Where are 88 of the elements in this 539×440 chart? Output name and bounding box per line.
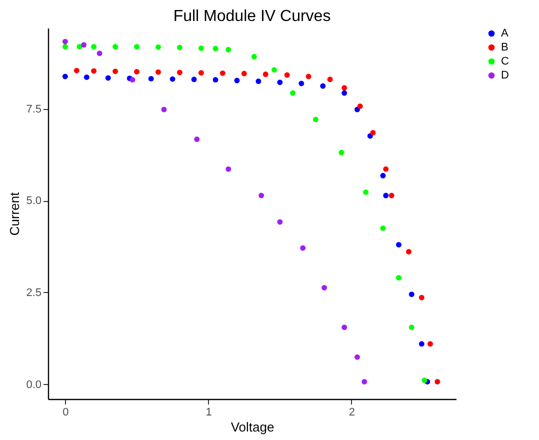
point: [383, 192, 389, 198]
point: [62, 74, 68, 80]
point: [62, 44, 68, 50]
point: [312, 116, 318, 122]
x-tick-label: 2: [348, 406, 356, 418]
point: [212, 46, 218, 52]
point: [84, 74, 90, 80]
legend-label: A: [501, 28, 509, 40]
point: [396, 242, 402, 248]
point: [284, 72, 290, 78]
point: [408, 324, 414, 330]
point: [262, 72, 268, 78]
point: [320, 83, 326, 89]
point: [427, 341, 433, 347]
point: [91, 68, 97, 74]
x-tick-label: 1: [206, 406, 212, 418]
point: [338, 150, 344, 156]
chart-title: Full Module IV Curves: [173, 8, 331, 25]
point: [251, 54, 257, 60]
point: [176, 44, 182, 50]
y-tick-label: 2.5: [26, 286, 42, 299]
y-tick-label: 5.0: [26, 195, 42, 208]
point: [191, 76, 197, 82]
point: [74, 68, 80, 74]
point: [277, 219, 283, 225]
point: [96, 50, 102, 56]
point: [76, 44, 82, 50]
point: [363, 189, 369, 195]
point: [434, 379, 440, 384]
point: [357, 104, 363, 109]
point: [220, 70, 226, 76]
point: [406, 248, 412, 254]
point: [256, 78, 262, 84]
point: [271, 67, 277, 73]
point: [354, 354, 360, 360]
point: [241, 70, 247, 76]
y-tick-label: 0.0: [26, 378, 42, 391]
point: [396, 275, 402, 281]
point: [258, 192, 264, 198]
point: [161, 106, 167, 112]
point: [370, 130, 376, 136]
point: [300, 245, 306, 251]
y-axis-title: Current: [7, 192, 22, 236]
point: [327, 76, 333, 82]
point: [81, 42, 87, 48]
point: [380, 172, 386, 178]
point: [112, 68, 118, 74]
point: [277, 80, 283, 86]
point: [380, 225, 386, 231]
point: [226, 46, 232, 52]
point: [134, 68, 140, 74]
point: [290, 90, 296, 96]
point: [306, 74, 312, 80]
point: [422, 378, 428, 383]
point: [148, 76, 154, 82]
point: [155, 69, 161, 75]
point: [198, 70, 204, 76]
point: [62, 38, 68, 44]
point: [170, 76, 176, 82]
legend-label: B: [501, 42, 508, 54]
y-tick-label: 7.5: [26, 103, 42, 116]
point: [234, 78, 240, 84]
point: [176, 70, 182, 76]
point: [418, 294, 424, 300]
point: [408, 292, 414, 298]
point: [91, 44, 97, 50]
point: [418, 341, 424, 347]
point: [322, 284, 328, 290]
point: [212, 77, 218, 83]
x-axis-title: Voltage: [230, 420, 274, 434]
x-tick-label: 0: [62, 406, 69, 418]
point: [342, 85, 348, 91]
point: [198, 45, 204, 51]
point: [226, 166, 232, 172]
point: [134, 44, 140, 50]
point: [130, 77, 136, 83]
legend-label: C: [501, 56, 509, 68]
point: [388, 192, 394, 198]
point: [298, 80, 304, 86]
point: [342, 324, 348, 330]
point: [105, 75, 111, 81]
point: [155, 44, 161, 50]
legend-label: D: [501, 70, 509, 82]
point: [194, 136, 200, 142]
point: [112, 44, 118, 50]
point: [342, 90, 348, 96]
point: [383, 166, 389, 172]
point: [362, 379, 368, 384]
